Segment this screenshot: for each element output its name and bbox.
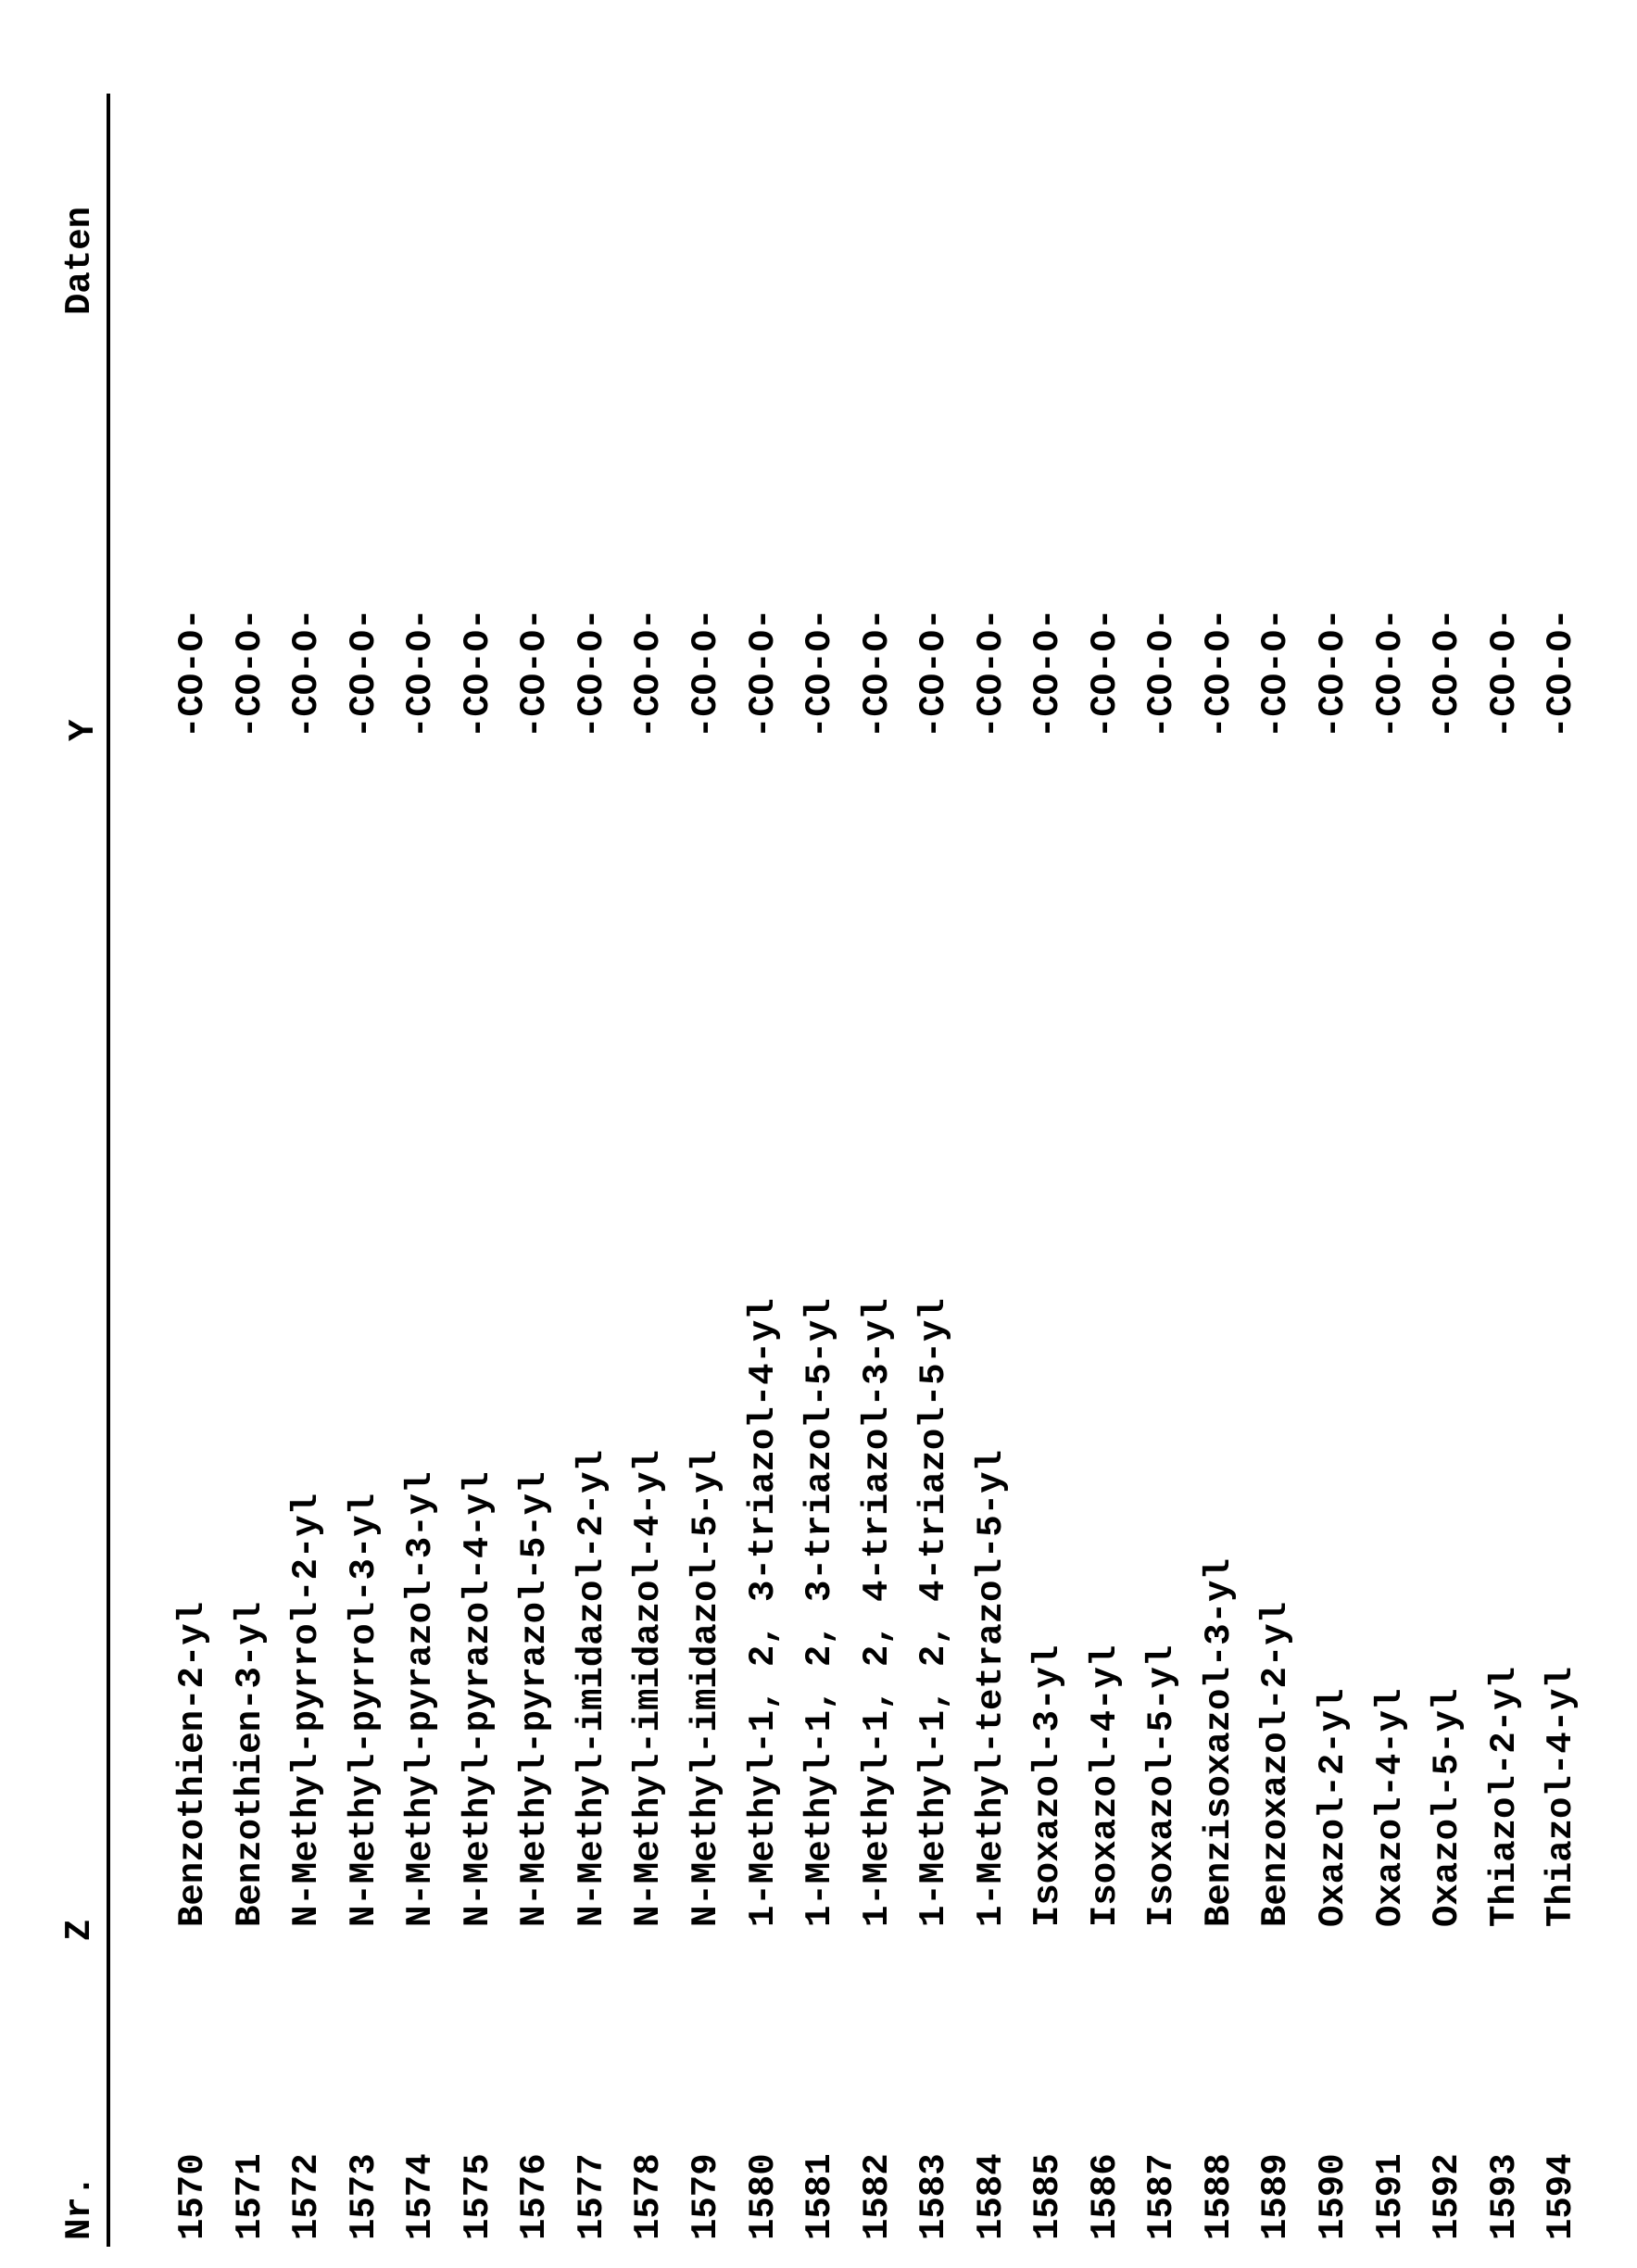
cell-y: -CO-O- (460, 609, 497, 738)
cell-y: -CO-O- (973, 609, 1010, 738)
cell-nr: 1582 (859, 2153, 896, 2240)
cell-nr: 1593 (1486, 2153, 1523, 2240)
cell-z: Isoxazol-4-yl (1087, 1645, 1124, 1927)
cell-nr: 1588 (1201, 2153, 1238, 2240)
cell-y: -CO-O- (1143, 609, 1180, 738)
cell-z: 1-Methyl-1, 2, 3-triazol-4-yl (745, 1298, 782, 1927)
cell-z: 1-Methyl-tetrazol-5-yl (973, 1450, 1010, 1927)
cell-z: Oxazol-2-yl (1315, 1689, 1352, 1927)
cell-y: -CO-O- (1087, 609, 1124, 738)
cell-z: N-Methyl-pyrazol-4-yl (460, 1472, 497, 1927)
cell-nr: 1581 (801, 2153, 838, 2240)
cell-z: Oxazol-4-yl (1372, 1689, 1409, 1927)
cell-z: N-Methyl-pyrazol-5-yl (516, 1472, 553, 1927)
cell-y: -CO-O- (687, 609, 724, 738)
cell-y: -CO-O- (1315, 609, 1352, 738)
cell-nr: 1576 (516, 2153, 553, 2240)
cell-y: -CO-O- (1486, 609, 1523, 738)
cell-nr: 1590 (1315, 2153, 1352, 2240)
cell-y: -CO-O- (630, 609, 667, 738)
cell-z: Benzothien-3-yl (232, 1602, 269, 1927)
header-daten: Daten (61, 207, 98, 315)
cell-z: N-Methyl-pyrazol-3-yl (402, 1472, 439, 1927)
cell-z: N-Methyl-imidazol-2-yl (573, 1450, 611, 1927)
cell-y: -CO-O- (573, 609, 611, 738)
cell-y: -CO-O- (801, 609, 838, 738)
cell-nr: 1585 (1029, 2153, 1066, 2240)
cell-z: 1-Methyl-1, 2, 4-triazol-3-yl (859, 1298, 896, 1927)
cell-y: -CO-O- (745, 609, 782, 738)
cell-nr: 1589 (1257, 2153, 1294, 2240)
cell-z: Thiazol-4-yl (1543, 1667, 1580, 1927)
header-nr: Nr. (61, 2175, 98, 2240)
cell-nr: 1578 (630, 2153, 667, 2240)
cell-nr: 1594 (1543, 2153, 1580, 2240)
cell-z: Benzoxazol-2-yl (1257, 1602, 1294, 1927)
cell-y: -CO-O- (1257, 609, 1294, 738)
cell-y: -CO-O- (288, 609, 325, 738)
cell-z: N-Methyl-pyrrol-2-yl (288, 1493, 325, 1927)
cell-z: N-Methyl-imidazol-4-yl (630, 1450, 667, 1927)
cell-nr: 1570 (174, 2153, 211, 2240)
cell-nr: 1583 (915, 2153, 952, 2240)
cell-nr: 1575 (460, 2153, 497, 2240)
cell-nr: 1591 (1372, 2153, 1409, 2240)
cell-y: -CO-O- (1429, 609, 1466, 738)
cell-z: 1-Methyl-1, 2, 3-triazol-5-yl (801, 1298, 838, 1927)
cell-y: -CO-O- (174, 609, 211, 738)
cell-y: -CO-O- (1201, 609, 1238, 738)
cell-y: -CO-O- (346, 609, 383, 738)
cell-z: Oxazol-5-yl (1429, 1689, 1466, 1927)
header-y: Y (65, 720, 102, 741)
cell-z: Benzothien-2-yl (174, 1602, 211, 1927)
cell-nr: 1592 (1429, 2153, 1466, 2240)
cell-z: 1-Methyl-1, 2, 4-triazol-5-yl (915, 1298, 952, 1927)
cell-y: -CO-O- (402, 609, 439, 738)
cell-z: Benzisoxazol-3-yl (1201, 1558, 1238, 1927)
cell-nr: 1571 (232, 2153, 269, 2240)
cell-y: -CO-O- (232, 609, 269, 738)
cell-nr: 1574 (402, 2153, 439, 2240)
cell-nr: 1587 (1143, 2153, 1180, 2240)
cell-y: -CO-O- (516, 609, 553, 738)
cell-y: -CO-O- (1029, 609, 1066, 738)
cell-nr: 1584 (973, 2153, 1010, 2240)
cell-y: -CO-O- (915, 609, 952, 738)
cell-z: N-Methyl-imidazol-5-yl (687, 1450, 724, 1927)
cell-nr: 1573 (346, 2153, 383, 2240)
cell-nr: 1572 (288, 2153, 325, 2240)
cell-nr: 1580 (745, 2153, 782, 2240)
cell-nr: 1579 (687, 2153, 724, 2240)
cell-y: -CO-O- (1543, 609, 1580, 738)
cell-y: -CO-O- (1372, 609, 1409, 738)
header-rule (107, 94, 110, 2247)
cell-z: Thiazol-2-yl (1486, 1667, 1523, 1927)
cell-z: Isoxazol-3-yl (1029, 1645, 1066, 1927)
cell-nr: 1577 (573, 2153, 611, 2240)
header-z: Z (61, 1920, 98, 1941)
cell-z: N-Methyl-pyrrol-3-yl (346, 1493, 383, 1927)
cell-nr: 1586 (1087, 2153, 1124, 2240)
rotated-table: Nr. Z Y Daten 1570 Benzothien-2-yl -CO-O- 1… (0, 0, 1637, 2268)
cell-y: -CO-O- (859, 609, 896, 738)
cell-z: Isoxazol-5-yl (1143, 1645, 1180, 1927)
